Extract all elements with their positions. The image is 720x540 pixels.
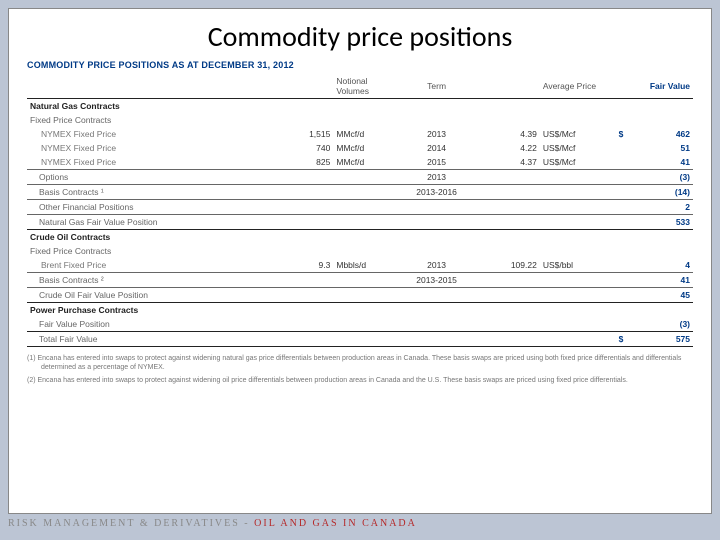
natgas-fixed-label: Fixed Price Contracts: [27, 113, 693, 127]
footnotes: (1) Encana has entered into swaps to pro…: [27, 354, 693, 385]
footnote-2: (2) Encana has entered into swaps to pro…: [27, 376, 693, 385]
crude-fixed-label: Fixed Price Contracts: [27, 244, 693, 258]
footer-part2: OIL AND GAS IN CANADA: [254, 518, 417, 529]
crude-section: Crude Oil Contracts: [27, 230, 693, 245]
hdr-notional: Notional Volumes: [333, 74, 393, 99]
slide-container: Commodity price positions COMMODITY PRIC…: [8, 8, 712, 514]
footnote-1: (1) Encana has entered into swaps to pro…: [27, 354, 693, 372]
table-row: NYMEX Fixed Price 825 MMcf/d 2015 4.37 U…: [27, 155, 693, 170]
grand-total: Total Fair Value $ 575: [27, 332, 693, 347]
table-row: Brent Fixed Price 9.3 Mbbls/d 2013 109.2…: [27, 258, 693, 273]
footer: RISK MANAGEMENT & DERIVATIVES - OIL AND …: [8, 518, 712, 536]
header-row: Notional Volumes Term Average Price Fair…: [27, 74, 693, 99]
natgas-other: Other Financial Positions 2: [27, 200, 693, 215]
power-section: Power Purchase Contracts: [27, 303, 693, 318]
end-rule: [27, 347, 693, 348]
crude-total: Crude Oil Fair Value Position 45: [27, 288, 693, 303]
slide-title: Commodity price positions: [27, 19, 693, 54]
table-row: NYMEX Fixed Price 1,515 MMcf/d 2013 4.39…: [27, 127, 693, 141]
hdr-fairvalue: Fair Value: [626, 74, 693, 99]
positions-table: Notional Volumes Term Average Price Fair…: [27, 74, 693, 348]
table-caption: COMMODITY PRICE POSITIONS AS AT DECEMBER…: [27, 60, 693, 70]
natgas-options: Options 2013 (3): [27, 170, 693, 185]
crude-basis: Basis Contracts ² 2013-2015 41: [27, 273, 693, 288]
power-fvpos: Fair Value Position (3): [27, 317, 693, 332]
table-row: NYMEX Fixed Price 740 MMcf/d 2014 4.22 U…: [27, 141, 693, 155]
natgas-section: Natural Gas Contracts: [27, 99, 693, 114]
hdr-avgprice: Average Price: [540, 74, 600, 99]
natgas-total: Natural Gas Fair Value Position 533: [27, 215, 693, 230]
footer-part1: RISK MANAGEMENT & DERIVATIVES -: [8, 518, 254, 529]
natgas-basis: Basis Contracts ¹ 2013-2016 (14): [27, 185, 693, 200]
hdr-term: Term: [393, 74, 480, 99]
